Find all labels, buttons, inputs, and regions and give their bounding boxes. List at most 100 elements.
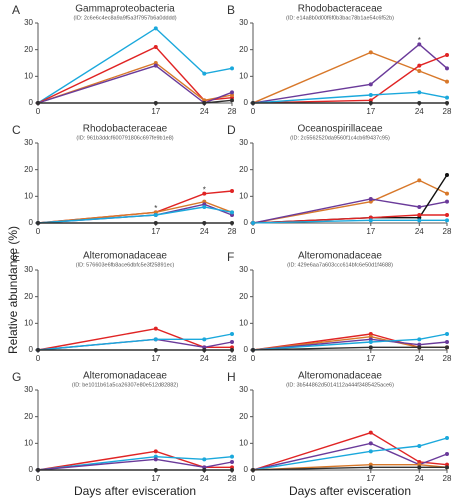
data-point — [368, 93, 373, 97]
y-tick-label: 20 — [239, 412, 248, 421]
data-point — [445, 199, 449, 204]
data-point — [153, 337, 158, 342]
y-tick-label: 10 — [24, 71, 33, 80]
series-line — [252, 463, 448, 471]
data-point — [153, 449, 158, 454]
data-point — [230, 189, 234, 193]
data-point — [417, 63, 422, 68]
panel-subtitle: (ID: 429e6aa7a603ccc614bfc6e50d1f4688) — [287, 262, 393, 268]
data-point — [445, 95, 449, 100]
series-line — [37, 458, 233, 471]
data-point — [251, 101, 255, 105]
x-tick-label: 28 — [443, 474, 452, 483]
x-tick-label: 24 — [415, 474, 424, 483]
data-point — [230, 332, 234, 336]
data-point — [368, 340, 373, 344]
data-point — [153, 221, 158, 225]
y-tick-label: 0 — [244, 345, 249, 354]
x-tick-label: 28 — [228, 354, 237, 363]
data-point — [230, 66, 234, 71]
data-point — [153, 45, 158, 49]
data-point — [445, 465, 449, 470]
x-tick-label: 17 — [366, 354, 375, 363]
series-line — [252, 442, 448, 471]
data-point — [230, 221, 234, 225]
series-line — [252, 51, 448, 104]
series-line — [37, 206, 233, 224]
data-point — [417, 69, 422, 73]
series-line — [252, 346, 447, 351]
data-point — [417, 444, 422, 448]
data-point — [368, 345, 373, 350]
y-tick-label: 20 — [24, 292, 33, 301]
series-line — [252, 338, 448, 351]
x-tick-label: 28 — [228, 474, 237, 483]
series-line — [37, 64, 233, 104]
series-line — [37, 27, 233, 104]
data-point — [202, 457, 207, 462]
data-point — [251, 221, 255, 225]
x-tick-label: 17 — [151, 474, 160, 483]
series-line — [252, 91, 448, 104]
x-tick-label: 0 — [251, 474, 256, 483]
series-line — [252, 214, 447, 224]
y-tick-label: 10 — [239, 71, 248, 80]
data-point — [230, 468, 234, 472]
panel-letter: C — [12, 123, 21, 137]
data-point — [445, 218, 449, 223]
data-point — [251, 348, 255, 352]
series-line — [252, 198, 448, 224]
series-line — [38, 99, 233, 104]
data-point — [368, 101, 373, 105]
data-point — [153, 26, 158, 31]
data-point — [445, 79, 449, 84]
x-tick-label: 17 — [366, 474, 375, 483]
y-tick-label: 0 — [244, 465, 249, 474]
data-point — [445, 213, 449, 217]
data-point — [368, 449, 373, 454]
data-point — [202, 468, 207, 472]
x-tick-label: 24 — [415, 354, 424, 363]
x-tick-label: 24 — [200, 107, 209, 116]
data-point — [36, 468, 40, 472]
x-tick-label: 28 — [443, 227, 452, 236]
y-tick-label: 20 — [24, 412, 33, 421]
data-point — [417, 42, 422, 47]
data-point — [417, 213, 422, 217]
data-point — [445, 345, 449, 350]
x-tick-label: 0 — [36, 474, 41, 483]
x-tick-label: 0 — [36, 354, 41, 363]
y-tick-label: 30 — [24, 385, 33, 394]
y-tick-label: 30 — [239, 18, 248, 27]
x-tick-label: 28 — [228, 227, 237, 236]
data-point — [230, 460, 234, 464]
series-line — [252, 179, 448, 224]
y-tick-label: 30 — [239, 385, 248, 394]
y-tick-label: 20 — [239, 292, 248, 301]
panel-title: Alteromonadaceae — [298, 371, 382, 382]
x-tick-label: 28 — [228, 107, 237, 116]
x-tick-label: 28 — [443, 107, 452, 116]
panel-letter: H — [227, 370, 236, 384]
data-point — [202, 101, 207, 105]
y-tick-label: 10 — [24, 191, 33, 200]
data-point — [417, 90, 422, 95]
y-axis-label: Relative abundance (%) — [6, 226, 20, 354]
data-point — [445, 436, 449, 440]
data-point — [417, 345, 422, 350]
panel-title: Gammaproteobacteria — [75, 4, 175, 15]
panel-letter: B — [227, 3, 235, 17]
x-tick-label: 17 — [151, 227, 160, 236]
data-point — [417, 218, 422, 223]
y-tick-label: 30 — [239, 265, 248, 274]
data-point — [153, 101, 158, 105]
data-point — [153, 457, 158, 462]
y-tick-label: 10 — [239, 191, 248, 200]
panel-letter: A — [12, 3, 20, 17]
data-point — [36, 221, 40, 225]
series-line — [37, 327, 232, 351]
x-tick-label: 17 — [366, 107, 375, 116]
x-tick-label: 24 — [200, 474, 209, 483]
series-line — [252, 54, 448, 104]
y-tick-label: 20 — [239, 165, 248, 174]
